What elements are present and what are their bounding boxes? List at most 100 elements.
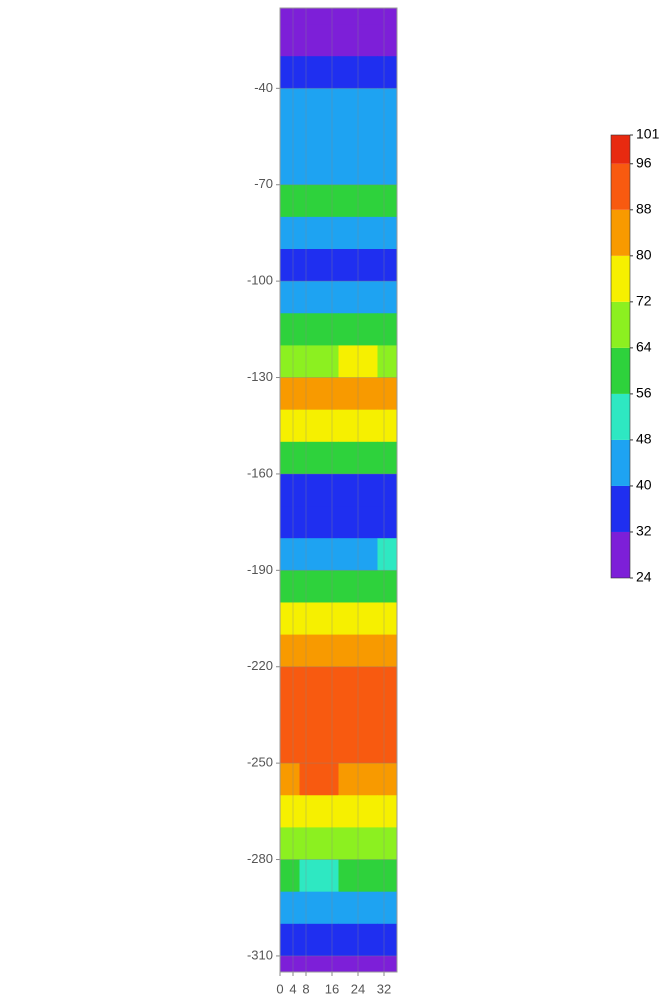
colorbar-label: 64 [636, 339, 652, 355]
colorbar-band [611, 163, 630, 210]
contour-cell [338, 666, 378, 700]
colorbar-label: 101 [636, 126, 660, 142]
contour-cell [299, 859, 339, 893]
contour-cell [299, 602, 339, 636]
colorbar: 24 32 40 48 56 64 72 80 88 96 101 [610, 126, 660, 585]
colorbar-label: 48 [636, 431, 652, 447]
contour-cell [338, 216, 378, 250]
contour-cell [377, 666, 397, 700]
contour-cell [338, 763, 378, 796]
contour-cell [280, 731, 300, 764]
contour-cell [338, 795, 378, 828]
contour-cell [377, 377, 397, 411]
contour-cell [338, 731, 378, 764]
contour-cell [280, 88, 300, 121]
contour-cell [338, 184, 378, 218]
contour-cell [280, 24, 300, 57]
contour-cell [338, 313, 378, 346]
colorbar-band [611, 301, 630, 348]
colorbar-label: 40 [636, 477, 652, 493]
contour-cell [299, 923, 339, 957]
contour-cell [377, 345, 397, 379]
colorbar-band [611, 531, 630, 578]
contour-cell [338, 441, 378, 475]
contour-cell [280, 506, 300, 539]
contour-cell [299, 763, 339, 796]
contour-cell [280, 827, 300, 861]
contour-cell [377, 955, 397, 972]
contour-cell [377, 698, 397, 732]
colorbar-band [611, 255, 630, 302]
x-tick-label: 16 [325, 981, 339, 996]
contour-cell [299, 24, 339, 57]
contour-cell [338, 506, 378, 539]
contour-cell [338, 602, 378, 636]
contour-cell [377, 441, 397, 475]
contour-cell [338, 859, 378, 893]
contour-cell [280, 538, 300, 571]
contour-cell [377, 891, 397, 925]
contour-cell [299, 891, 339, 925]
contour-cell [377, 634, 397, 668]
colorbar-frame [610, 134, 631, 579]
contour-cell [299, 88, 339, 121]
contour-cell [338, 377, 378, 411]
contour-cell [299, 506, 339, 539]
contour-cell [377, 120, 397, 154]
contour-cell [338, 56, 378, 89]
axes: -40 -70 -100 -130 -160 -190 -220 -250 -280 -310 0 4… [247, 7, 398, 996]
contour-cell [299, 538, 339, 571]
contour-cell [280, 859, 300, 893]
contour-cell [338, 281, 378, 314]
contour-cell [280, 184, 300, 218]
contour-cell [377, 8, 397, 25]
contour-cell [299, 249, 339, 282]
contour-cell [377, 827, 397, 861]
contour-cell [377, 249, 397, 282]
colorbar-band [611, 439, 630, 486]
contour-cell [299, 634, 339, 668]
contour-cell [280, 249, 300, 282]
contour-cell [280, 955, 300, 972]
contour-cell [338, 24, 378, 57]
contour-cell [377, 570, 397, 603]
x-tick-label: 32 [377, 981, 391, 996]
contour-cell [299, 473, 339, 507]
contour-cell [377, 281, 397, 314]
contour-cell [280, 409, 300, 443]
plot-area [280, 8, 397, 972]
colorbar-label: 72 [636, 293, 652, 309]
contour-cell [280, 666, 300, 700]
contour-cell [338, 923, 378, 957]
y-tick-label: -250 [247, 755, 273, 770]
colorbar-label: 88 [636, 200, 652, 216]
contour-cell [338, 152, 378, 186]
colorbar-label: 24 [636, 569, 652, 585]
contour-cell [299, 795, 339, 828]
contour-cell [299, 345, 339, 379]
contour-cell [299, 731, 339, 764]
contour-cell [338, 249, 378, 282]
contour-cell [280, 152, 300, 186]
contour-cell [377, 152, 397, 186]
contour-cell [377, 763, 397, 796]
contour-cell [280, 120, 300, 154]
colorbar-label: 56 [636, 385, 652, 401]
contour-cell [377, 56, 397, 89]
contour-cell [377, 538, 397, 571]
contour-cell [299, 8, 339, 25]
contour-cell [299, 441, 339, 475]
contour-cell [280, 216, 300, 250]
contour-cell [280, 345, 300, 379]
contour-cell [299, 120, 339, 154]
contour-cell [377, 506, 397, 539]
contour-cell [377, 88, 397, 121]
contour-cell [299, 152, 339, 186]
contour-cell [338, 698, 378, 732]
contour-cell [338, 570, 378, 603]
contour-cell [280, 923, 300, 957]
y-tick-label: -160 [247, 465, 273, 480]
contour-cell [299, 666, 339, 700]
contour-cell [280, 634, 300, 668]
